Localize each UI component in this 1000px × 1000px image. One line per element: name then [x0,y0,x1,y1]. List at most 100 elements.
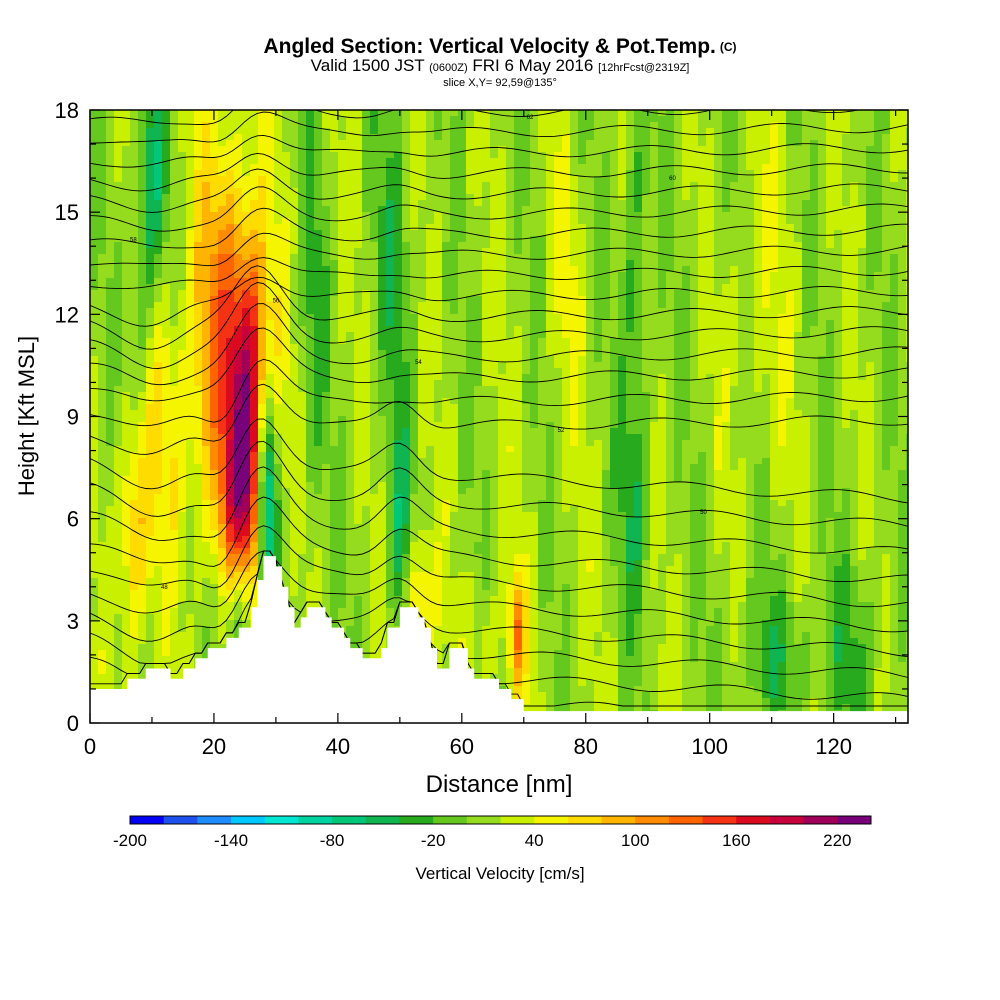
velocity-cell [226,152,235,159]
velocity-cell [282,296,291,303]
velocity-cell [162,380,171,387]
velocity-cell [394,308,403,315]
velocity-cell [402,128,411,135]
velocity-cell [250,602,259,609]
velocity-cell [346,248,355,255]
velocity-cell [210,122,219,129]
velocity-cell [98,620,107,627]
velocity-cell [138,116,147,123]
velocity-cell [298,308,307,315]
velocity-cell [346,488,355,495]
velocity-cell [402,590,411,597]
velocity-cell [458,380,467,387]
velocity-cell [354,416,363,423]
velocity-cell [458,302,467,309]
velocity-cell [122,182,131,189]
velocity-cell [362,602,371,609]
velocity-cell [90,620,99,627]
velocity-cell [122,410,131,417]
velocity-cell [426,134,435,141]
velocity-cell [122,314,131,321]
velocity-cell [426,338,435,345]
velocity-cell [226,566,235,573]
velocity-cell [346,530,355,537]
velocity-cell [218,194,227,201]
velocity-cell [170,224,179,231]
velocity-cell [274,428,283,435]
velocity-cell [338,596,347,603]
velocity-cell [90,356,99,363]
velocity-cell [442,464,451,471]
velocity-cell [114,596,123,603]
velocity-cell [290,518,299,525]
velocity-cell [362,614,371,621]
velocity-cell [146,590,155,597]
velocity-cell [210,530,219,537]
velocity-cell [154,470,163,477]
velocity-cell [218,566,227,573]
velocity-cell [394,206,403,213]
velocity-cell [250,428,259,435]
velocity-cell [362,536,371,543]
velocity-cell [258,182,267,189]
velocity-cell [458,572,467,579]
velocity-cell [402,566,411,573]
velocity-cell [466,524,475,531]
velocity-cell [322,356,331,363]
velocity-cell [434,416,443,423]
velocity-cell [330,578,339,585]
velocity-cell [194,356,203,363]
velocity-cell [458,386,467,393]
velocity-cell [186,476,195,483]
velocity-cell [354,404,363,411]
velocity-cell [338,560,347,567]
velocity-cell [242,326,251,333]
velocity-cell [290,512,299,519]
velocity-cell [354,596,363,603]
velocity-cell [314,344,323,351]
velocity-cell [106,608,115,615]
velocity-cell [410,188,419,195]
velocity-cell [202,380,211,387]
velocity-cell [106,278,115,285]
velocity-cell [474,230,483,237]
velocity-cell [114,542,123,549]
velocity-cell [410,284,419,291]
velocity-cell [426,152,435,159]
velocity-cell [426,320,435,327]
velocity-cell [266,302,275,309]
velocity-cell [426,158,435,165]
velocity-cell [442,236,451,243]
velocity-cell [242,224,251,231]
velocity-cell [322,122,331,129]
velocity-cell [450,506,459,513]
velocity-cell [154,224,163,231]
velocity-cell [354,194,363,201]
velocity-cell [130,542,139,549]
velocity-cell [226,146,235,153]
velocity-cell [154,656,163,663]
velocity-cell [226,590,235,597]
velocity-cell [202,464,211,471]
velocity-cell [146,152,155,159]
velocity-cell [154,242,163,249]
velocity-cell [258,440,267,447]
velocity-cell [162,638,171,645]
velocity-cell [442,128,451,135]
velocity-cell [274,542,283,549]
velocity-cell [234,308,243,315]
velocity-cell [154,344,163,351]
velocity-cell [394,524,403,531]
velocity-cell [258,332,267,339]
velocity-cell [450,608,459,615]
velocity-cell [210,212,219,219]
velocity-cell [306,440,315,447]
velocity-cell [386,122,395,129]
velocity-cell [106,548,115,555]
velocity-cell [290,230,299,237]
velocity-cell [306,290,315,297]
velocity-cell [282,386,291,393]
velocity-cell [338,362,347,369]
velocity-cell [162,662,171,669]
velocity-cell [442,566,451,573]
